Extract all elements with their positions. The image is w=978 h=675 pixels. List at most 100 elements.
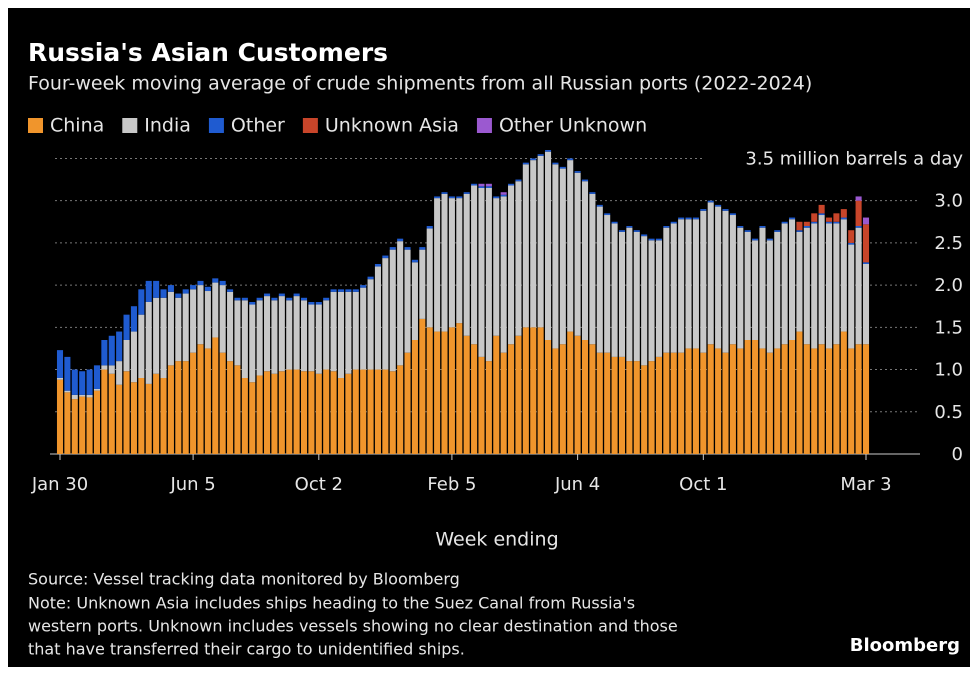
bar-segment (796, 221, 803, 231)
bar-segment (678, 217, 685, 220)
bar-segment (411, 340, 418, 454)
bar-segment (759, 348, 766, 454)
legend-label: China (50, 115, 104, 137)
bar-segment (300, 297, 308, 301)
bar-segment (855, 227, 862, 345)
bar-segment (337, 291, 345, 378)
chart-subtitle: Four-week moving average of crude shipme… (28, 73, 812, 95)
legend-label: India (144, 115, 191, 137)
bar-segment (197, 280, 204, 286)
bar-segment (626, 361, 633, 454)
bar-segment (752, 240, 759, 340)
legend-swatch (122, 118, 138, 133)
bar-segment (337, 289, 345, 292)
bar-segment (434, 198, 441, 332)
bar-segment (700, 210, 707, 353)
bar-segment (663, 226, 670, 228)
bar-segment (825, 223, 833, 349)
bar-segment (175, 297, 182, 362)
bar-segment (478, 188, 485, 357)
bar-segment (500, 196, 507, 353)
bar-segment (811, 223, 818, 349)
bar-segment (441, 193, 448, 332)
bar-segment (855, 196, 862, 201)
bar-segment (145, 280, 152, 302)
bar-segment (670, 352, 677, 454)
bar-segment (641, 236, 648, 366)
y-tick-label: 0 (952, 444, 963, 465)
bar-segment (692, 217, 699, 220)
bar-segment (300, 371, 308, 454)
bar-segment (167, 285, 174, 292)
bar-segment (145, 302, 152, 384)
bar-segment (611, 221, 618, 224)
bar-segment (596, 204, 603, 207)
bar-segment (618, 231, 626, 357)
bar-segment (234, 365, 241, 454)
bar-segment (434, 331, 441, 454)
bar-segment (655, 356, 662, 454)
bar-segment (530, 160, 537, 328)
bar-segment (552, 348, 559, 454)
bar-segment (389, 371, 396, 454)
bar-segment (559, 168, 566, 345)
bar-segment (153, 297, 160, 374)
bar-segment (190, 289, 197, 353)
bar-segment (64, 356, 71, 391)
bar-segment (655, 238, 662, 241)
source: Source: Vessel tracking data monitored b… (28, 570, 460, 589)
bar-segment (93, 390, 101, 454)
bar-segment (759, 226, 766, 228)
bar-segment (574, 335, 581, 454)
bar-segment (855, 344, 862, 454)
bar-segment (626, 226, 633, 228)
bar-segment (56, 350, 64, 378)
bar-segment (71, 369, 78, 395)
bar-segment (249, 304, 256, 383)
bar-segment (811, 348, 818, 454)
bar-segment (374, 264, 381, 267)
bar-segment (463, 335, 470, 454)
bar-segment (840, 217, 847, 220)
bar-segment (766, 238, 773, 241)
bar-segment (574, 171, 581, 173)
bar-segment (855, 200, 862, 226)
bar-segment (448, 196, 455, 199)
bar-segment (93, 365, 101, 389)
bar-segment (471, 344, 478, 454)
legend-label: Other (231, 115, 285, 137)
bar-segment (825, 348, 833, 454)
x-tick-label: Oct 1 (679, 474, 727, 495)
bar-segment (648, 238, 655, 241)
bar-segment (315, 373, 322, 454)
bar-segment (227, 361, 234, 454)
bar-segment (382, 258, 389, 370)
bar-segment (729, 344, 736, 454)
bar-segment (737, 348, 744, 454)
bar-segment (848, 244, 855, 349)
bar-segment (175, 361, 182, 454)
bar-segment (744, 340, 751, 454)
bar-segment (256, 297, 263, 301)
bar-segment (862, 217, 870, 225)
bar-segment (618, 230, 626, 232)
bar-segment (419, 318, 426, 454)
bar-segment (685, 217, 692, 220)
bar-segment (500, 192, 507, 195)
bar-segment (781, 221, 788, 224)
bar-segment (774, 230, 781, 232)
bar-segment (567, 158, 574, 161)
bar-segment (781, 344, 788, 454)
bar-segment (840, 219, 847, 332)
bar-segment (508, 183, 515, 186)
bar-segment (367, 279, 374, 370)
bar-segment (604, 213, 611, 216)
bar-segment (256, 300, 263, 376)
bar-segment (330, 291, 337, 372)
bar-segment (86, 369, 93, 395)
bar-segment (478, 186, 485, 188)
bar-segment (204, 348, 211, 454)
legend-label: Other Unknown (499, 115, 647, 137)
bar-segment (404, 352, 411, 454)
